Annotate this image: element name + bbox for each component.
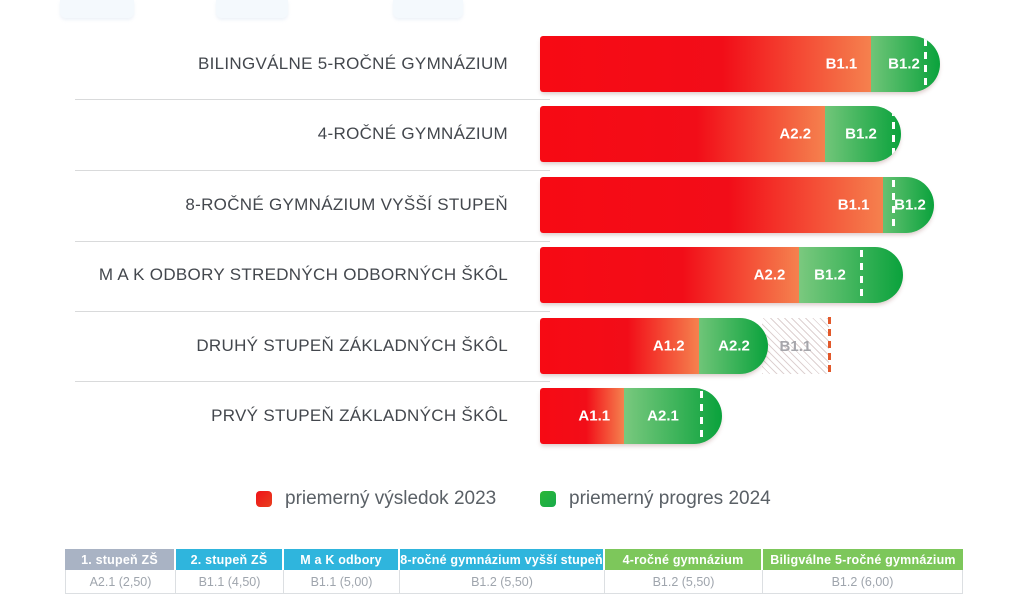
legend-item-result-2023: priemerný výsledok 2023 bbox=[256, 488, 497, 509]
stacked-bar: B1.15,35 B1.20,79 bbox=[540, 177, 935, 233]
row-divider bbox=[75, 311, 550, 312]
result-label-text: A1.1 bbox=[578, 407, 611, 425]
table-column: M a K odbory B1.1 (5,00) bbox=[284, 549, 400, 594]
result-label-text: A1.2 bbox=[652, 337, 685, 355]
stacked-bar: A1.11,31 A2.11,53 bbox=[540, 388, 723, 444]
table-column: Biligválne 5-ročné gymnázium B1.2 (6,00) bbox=[763, 549, 963, 594]
table-value-cell: A2.1 (2,50) bbox=[65, 570, 176, 594]
table-header-cell: 2. stupeň ZŠ bbox=[176, 549, 284, 570]
result-label: A2.24,44 bbox=[779, 125, 811, 144]
table-header-cell: 4-ročné gymnázium bbox=[605, 549, 763, 570]
table-column: 2. stupeň ZŠ B1.1 (4,50) bbox=[176, 549, 284, 594]
result-2023-segment bbox=[540, 177, 884, 233]
stacked-bar: B1.15,16 B1.21,07 bbox=[540, 36, 940, 92]
result-label-text: A2.2 bbox=[779, 125, 812, 143]
progres-label: B1.21,07 bbox=[888, 55, 920, 74]
category-label: M A K ODBORY STREDNÝCH ODBORNÝCH ŠKÔL bbox=[98, 265, 508, 284]
result-label-text: B1.1 bbox=[837, 196, 870, 214]
progres-label-text: A2.2 bbox=[718, 337, 750, 355]
cropped-button-remnant bbox=[393, 0, 463, 18]
table-value-cell: B1.2 (6,00) bbox=[763, 570, 963, 594]
table-value-cell: B1.2 (5,50) bbox=[400, 570, 605, 594]
table-value-cell: B1.1 (4,50) bbox=[176, 570, 284, 594]
green-swatch-icon bbox=[540, 491, 556, 507]
result-label: B1.15,16 bbox=[826, 55, 858, 74]
legend-label: priemerný progres 2024 bbox=[569, 488, 771, 509]
progres-label-text: A2.1 bbox=[647, 407, 679, 425]
result-2023-segment bbox=[540, 388, 625, 444]
result-2023-segment bbox=[540, 106, 826, 162]
row-divider bbox=[75, 381, 550, 382]
target-dashed-line bbox=[699, 391, 703, 441]
target-dashed-line bbox=[860, 250, 863, 300]
result-label: A1.11,31 bbox=[578, 407, 610, 426]
target-dashed-line bbox=[892, 109, 896, 159]
target-dashed-line bbox=[892, 180, 896, 230]
result-label-text: A2.2 bbox=[753, 266, 786, 284]
progres-label: A2.21,08 bbox=[718, 337, 750, 356]
stacked-bar: A2.24,44 B1.21,18 bbox=[540, 106, 901, 162]
stacked-bar: A1.22,47 A2.21,08 bbox=[540, 318, 768, 374]
table-value-cell: B1.2 (5,50) bbox=[605, 570, 763, 594]
progres-label: B1.21,18 bbox=[845, 125, 877, 144]
progres-label: B1.20,79 bbox=[894, 196, 926, 215]
category-label: PRVÝ STUPEŇ ZÁKLADNÝCH ŠKÔL bbox=[211, 406, 508, 425]
result-2023-segment bbox=[540, 247, 800, 303]
result-label: A1.22,47 bbox=[653, 337, 685, 356]
target-dashed-line bbox=[924, 39, 928, 89]
target-gap-label: B1.14,50 bbox=[780, 337, 812, 356]
progres-label: B1.21,62 bbox=[814, 266, 846, 285]
progres-label-text: B1.2 bbox=[814, 266, 846, 284]
progres-label-text: B1.2 bbox=[845, 125, 877, 143]
progres-label-text: B1.2 bbox=[888, 55, 920, 73]
target-gap-text: B1.1 bbox=[779, 337, 812, 355]
legend-item-progres-2024: priemerný progres 2024 bbox=[540, 488, 771, 509]
result-label-text: B1.1 bbox=[825, 55, 858, 73]
target-dashed-line-missed bbox=[827, 317, 831, 375]
progres-label: A2.11,53 bbox=[647, 407, 679, 426]
table-header-cell: Biligválne 5-ročné gymnázium bbox=[763, 549, 963, 570]
row-divider bbox=[75, 170, 550, 171]
cropped-button-remnant bbox=[60, 0, 134, 18]
target-gap-hatch: B1.14,50 bbox=[761, 318, 829, 374]
table-column: 8-ročné gymnázium vyšší stupeň B1.2 (5,50… bbox=[400, 549, 605, 594]
table-column: 4-ročné gymnázium B1.2 (5,50) bbox=[605, 549, 763, 594]
table-column: 1. stupeň ZŠ A2.1 (2,50) bbox=[65, 549, 176, 594]
category-label: 4-ROČNÉ GYMNÁZIUM bbox=[317, 124, 508, 143]
result-2023-segment bbox=[540, 36, 872, 92]
red-swatch-icon bbox=[256, 491, 272, 507]
result-label: A2.24,04 bbox=[754, 266, 786, 285]
result-2023-segment bbox=[540, 318, 699, 374]
legend-label: priemerný výsledok 2023 bbox=[285, 488, 497, 509]
table-header-cell: 1. stupeň ZŠ bbox=[65, 549, 176, 570]
category-label: BILINGVÁLNE 5-ROČNÉ GYMNÁZIUM bbox=[197, 54, 508, 73]
table-header-cell: 8-ročné gymnázium vyšší stupeň bbox=[400, 549, 605, 570]
stacked-bar: A2.24,04 B1.21,62 bbox=[540, 247, 904, 303]
category-label: 8-ROČNÉ GYMNÁZIUM VYŠŠÍ STUPEŇ bbox=[185, 195, 508, 214]
table-value-cell: B1.1 (5,00) bbox=[284, 570, 400, 594]
row-divider bbox=[75, 99, 550, 100]
target-levels-table: 1. stupeň ZŠ A2.1 (2,50) 2. stupeň ZŠ B1.1 … bbox=[65, 549, 963, 594]
table-header-cell: M a K odbory bbox=[284, 549, 400, 570]
category-label: DRUHÝ STUPEŇ ZÁKLADNÝCH ŠKÔL bbox=[196, 336, 508, 355]
result-label: B1.15,35 bbox=[838, 196, 870, 215]
cropped-button-remnant bbox=[216, 0, 288, 18]
progres-label-text: B1.2 bbox=[894, 196, 926, 214]
row-divider bbox=[75, 241, 550, 242]
